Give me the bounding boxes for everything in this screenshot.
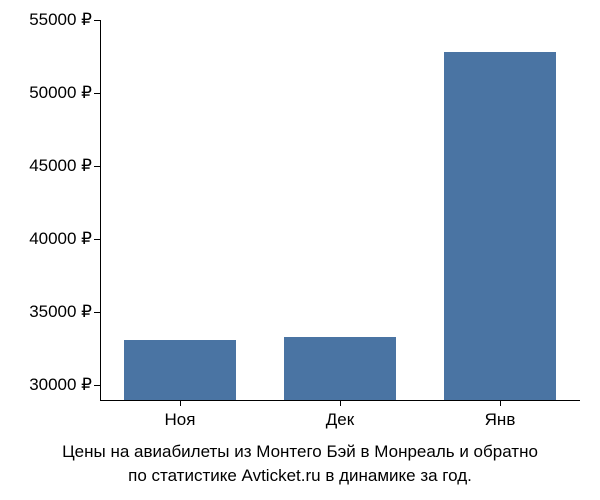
y-tick-mark — [94, 166, 100, 167]
x-tick-label: Дек — [326, 410, 354, 430]
y-tick-mark — [94, 239, 100, 240]
x-tick-label: Ноя — [165, 410, 196, 430]
bar — [284, 337, 396, 400]
y-tick-mark — [94, 93, 100, 94]
bar — [124, 340, 236, 400]
y-tick-label: 35000 ₽ — [2, 302, 92, 322]
caption-line-2: по статистике Avticket.ru в динамике за … — [128, 466, 472, 485]
y-tick-label: 40000 ₽ — [2, 229, 92, 249]
x-tick-mark — [180, 400, 181, 406]
x-tick-mark — [340, 400, 341, 406]
y-tick-mark — [94, 20, 100, 21]
x-tick-mark — [500, 400, 501, 406]
y-tick-label: 55000 ₽ — [2, 10, 92, 30]
price-chart: 30000 ₽ 35000 ₽ 40000 ₽ 45000 ₽ 50000 ₽ 55000… — [0, 0, 600, 500]
y-tick-label: 30000 ₽ — [2, 375, 92, 395]
caption-line-1: Цены на авиабилеты из Монтего Бэй в Монр… — [62, 442, 538, 461]
y-tick-label: 45000 ₽ — [2, 156, 92, 176]
y-tick-mark — [94, 385, 100, 386]
y-tick-mark — [94, 312, 100, 313]
plot-area — [100, 20, 580, 400]
x-tick-label: Янв — [485, 410, 516, 430]
bar — [444, 52, 556, 400]
chart-caption: Цены на авиабилеты из Монтего Бэй в Монр… — [0, 440, 600, 488]
y-tick-label: 50000 ₽ — [2, 83, 92, 103]
